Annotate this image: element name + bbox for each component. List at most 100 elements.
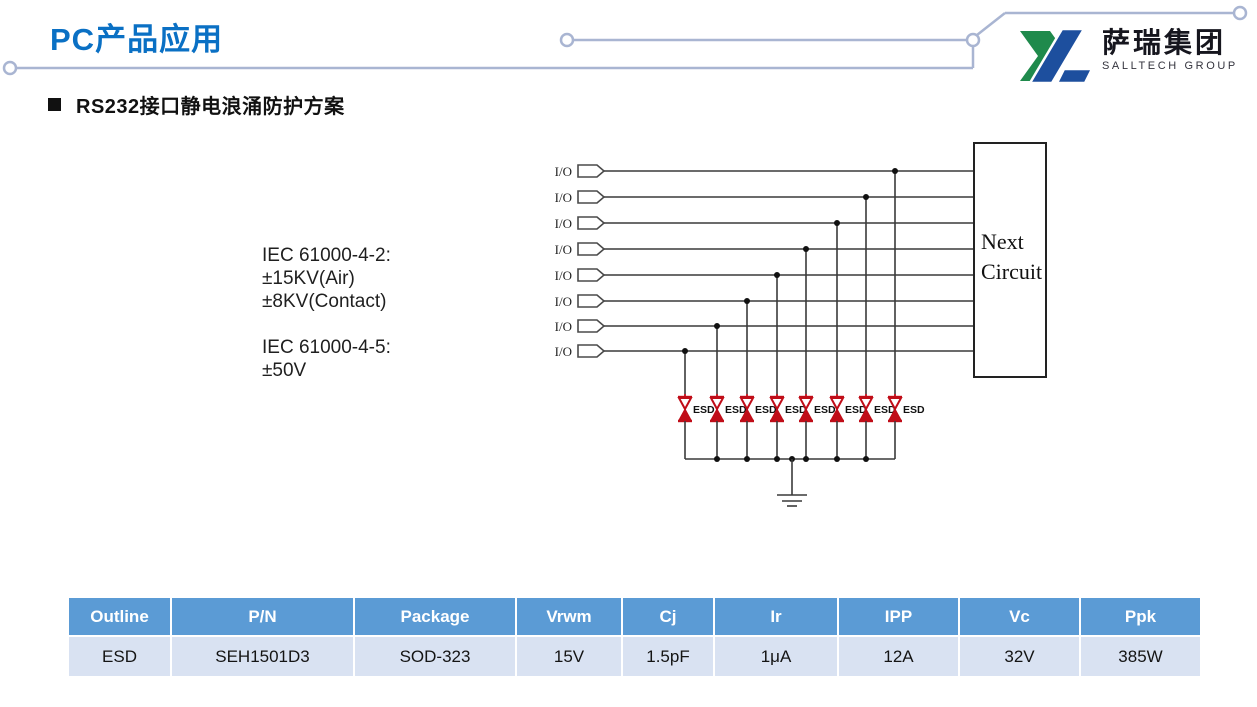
table-cell: 32V	[958, 635, 1081, 678]
diode-triangle	[678, 407, 692, 421]
esd-label: ESD	[693, 404, 715, 416]
table-cell: SEH1501D3	[170, 635, 355, 678]
junction-dot	[774, 456, 780, 462]
io-connector-icon	[577, 294, 606, 308]
iec-standards-text: IEC 61000-4-2: ±15KV(Air) ±8KV(Contact) …	[262, 244, 391, 382]
esd-diode: ESD	[887, 394, 925, 459]
junction-dot	[714, 323, 720, 329]
esd-diode: ESD	[677, 394, 715, 459]
diode-triangle	[739, 397, 755, 412]
io-line: I/O	[555, 190, 974, 394]
esd-protection-circuit-diagram: I/O I/O I/O I/O I/O I/O I/O I/O ESD ESD ESD ESD ESD E…	[555, 142, 1047, 507]
io-line: I/O	[555, 164, 974, 394]
junction-dot	[744, 298, 750, 304]
io-port-label: I/O	[555, 268, 572, 283]
iec-standard-line: ±8KV(Contact)	[262, 291, 387, 312]
table-cell: 1.5pF	[621, 635, 715, 678]
diode-triangle	[829, 397, 845, 412]
section-heading-text: RS232接口静电浪涌防护方案	[76, 96, 345, 118]
esd-diode: ESD	[739, 394, 777, 459]
esd-diode: ESD	[798, 394, 836, 459]
table-cell: 12A	[837, 635, 960, 678]
table-cell: 385W	[1079, 635, 1202, 678]
table-row: ESD SEH1501D3 SOD-323 15V 1.5pF 1μA 12A 32V 385W	[67, 635, 1202, 678]
diode-triangle	[677, 397, 693, 412]
io-port-label: I/O	[555, 319, 572, 334]
esd-label: ESD	[755, 404, 777, 416]
esd-label: ESD	[903, 404, 925, 416]
diode-triangle	[709, 397, 725, 412]
logo-mark-blue-slash	[1027, 27, 1087, 85]
esd-label: ESD	[845, 404, 867, 416]
table-cell: 15V	[515, 635, 623, 678]
square-bullet-icon	[48, 98, 61, 111]
junction-dot	[744, 456, 750, 462]
junction-dot	[834, 220, 840, 226]
logo-mark-blue-foot	[1054, 67, 1095, 85]
junction-dot	[803, 456, 809, 462]
spacer	[262, 313, 391, 336]
io-connector-icon	[577, 242, 606, 256]
io-port-label: I/O	[555, 242, 572, 257]
section-heading: RS232接口静电浪涌防护方案	[48, 90, 345, 119]
junction-dot	[863, 194, 869, 200]
esd-diode: ESD	[769, 394, 807, 459]
esd-label: ESD	[814, 404, 836, 416]
io-connector-icon	[577, 216, 606, 230]
io-port-label: I/O	[555, 344, 572, 359]
ground-symbol	[777, 459, 807, 507]
junction-dot	[803, 246, 809, 252]
logo-mark-icon	[1020, 27, 1095, 85]
logo-company-subtitle: SALLTECH GROUP	[1102, 60, 1238, 72]
logo-text: 萨瑞集团 SALLTECH GROUP	[1102, 27, 1238, 72]
junction-dot	[714, 456, 720, 462]
io-line: I/O	[555, 216, 974, 394]
diode-triangle	[887, 397, 903, 412]
table-header-cell: Vrwm	[515, 596, 623, 637]
company-logo: 萨瑞集团 SALLTECH GROUP	[1016, 27, 1238, 85]
esd-label: ESD	[874, 404, 896, 416]
table-header-cell: Cj	[621, 596, 715, 637]
io-line: I/O	[555, 242, 974, 394]
junction-dot	[892, 168, 898, 174]
junction-dot	[682, 348, 688, 354]
table-header-cell: P/N	[170, 596, 355, 637]
table-cell: SOD-323	[353, 635, 517, 678]
table-header-cell: Vc	[958, 596, 1081, 637]
junction-dot	[863, 456, 869, 462]
io-line: I/O	[555, 344, 974, 394]
io-port-label: I/O	[555, 190, 572, 205]
table-header-cell: Package	[353, 596, 517, 637]
io-connector-icon	[577, 190, 606, 204]
io-connector-icon	[577, 164, 606, 178]
header-decoration-lines	[2, 5, 1248, 76]
diode-triangle	[798, 397, 814, 412]
table-cell: ESD	[67, 635, 172, 678]
table-header-cell: IPP	[837, 596, 960, 637]
esd-label: ESD	[725, 404, 747, 416]
io-connector-icon	[577, 319, 606, 333]
io-port-label: I/O	[555, 294, 572, 309]
page-title: PC产品应用	[50, 22, 224, 57]
io-line: I/O	[555, 268, 974, 394]
iec-standard-line: ±50V	[262, 360, 307, 381]
junction-dot	[774, 272, 780, 278]
io-port-label: I/O	[555, 164, 572, 179]
next-circuit-box	[973, 142, 1047, 378]
logo-company-name: 萨瑞集团	[1102, 27, 1227, 58]
esd-diode: ESD	[709, 394, 747, 459]
next-circuit-label: Circuit	[981, 259, 1042, 284]
io-port-label: I/O	[555, 216, 572, 231]
esd-diode: ESD	[858, 394, 896, 459]
junction-dot	[834, 456, 840, 462]
table-cell: 1μA	[713, 635, 839, 678]
spec-table: Outline P/N Package Vrwm Cj Ir IPP Vc Ppk ESD SEH1…	[67, 596, 1202, 678]
table-header-cell: Ppk	[1079, 596, 1202, 637]
io-connector-icon	[577, 344, 606, 358]
table-header-cell: Ir	[713, 596, 839, 637]
iec-standard-line: IEC 61000-4-5:	[262, 337, 391, 358]
esd-label: ESD	[785, 404, 807, 416]
iec-standard-line: IEC 61000-4-2:	[262, 245, 391, 266]
iec-standard-line: ±15KV(Air)	[262, 268, 355, 289]
